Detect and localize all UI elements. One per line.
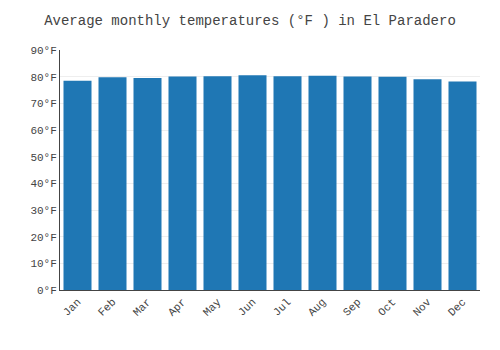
svg-text:Aug: Aug [306,296,328,318]
svg-text:80°F: 80°F [30,72,56,84]
svg-text:Jan: Jan [61,296,83,318]
svg-text:40°F: 40°F [30,178,56,190]
svg-text:70°F: 70°F [30,98,56,110]
svg-text:20°F: 20°F [30,232,56,244]
svg-text:50°F: 50°F [30,152,56,164]
svg-text:Mar: Mar [131,296,153,318]
svg-text:0°F: 0°F [37,285,57,297]
svg-text:Oct: Oct [376,296,398,318]
svg-text:10°F: 10°F [30,258,56,270]
svg-text:30°F: 30°F [30,205,56,217]
svg-text:Nov: Nov [411,296,434,319]
svg-text:90°F: 90°F [30,45,56,57]
svg-text:Feb: Feb [96,296,118,318]
svg-text:Average monthly temperatures (: Average monthly temperatures (°F ) in El… [44,13,456,29]
svg-text:Apr: Apr [166,296,188,318]
svg-text:May: May [201,296,224,319]
svg-text:Jun: Jun [236,296,258,318]
svg-text:Dec: Dec [446,296,468,318]
svg-text:60°F: 60°F [30,125,56,137]
svg-text:Jul: Jul [271,296,293,318]
svg-text:Sep: Sep [341,296,363,318]
